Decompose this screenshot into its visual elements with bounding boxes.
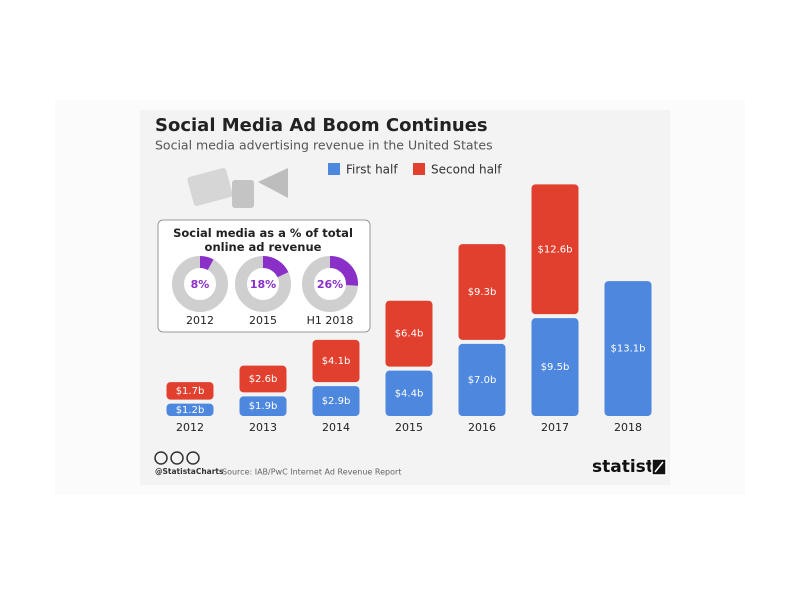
value-label: $2.9b xyxy=(322,396,351,407)
bar xyxy=(531,318,579,416)
bar xyxy=(239,365,287,393)
legend-label: First half xyxy=(346,163,398,177)
value-label: $6.4b xyxy=(395,329,424,340)
value-label: $2.6b xyxy=(249,374,278,385)
legend-label: Second half xyxy=(431,163,502,177)
donut-label: 18% xyxy=(250,278,276,291)
inset-title: Social media as a % of total online ad r… xyxy=(173,226,353,254)
legend-swatch xyxy=(328,163,340,175)
value-label: $9.5b xyxy=(541,362,570,373)
donut-category: 2015 xyxy=(249,314,277,327)
donut-label: 26% xyxy=(317,278,343,291)
x-tick-label: 2013 xyxy=(249,421,277,434)
x-tick-label: 2016 xyxy=(468,421,496,434)
value-label: $13.1b xyxy=(611,344,646,355)
bar xyxy=(385,300,433,367)
value-label: $12.6b xyxy=(538,244,573,255)
source: Source: IAB/PwC Internet Ad Revenue Repo… xyxy=(222,468,401,477)
bar xyxy=(312,339,360,383)
x-tick-label: 2018 xyxy=(614,421,642,434)
bar xyxy=(385,370,433,416)
value-label: $1.2b xyxy=(176,405,205,416)
legend-swatch xyxy=(413,163,425,175)
donut-arc xyxy=(302,256,358,312)
x-tick-label: 2017 xyxy=(541,421,569,434)
value-label: $1.7b xyxy=(176,386,205,397)
donut-arc xyxy=(235,256,291,312)
icon xyxy=(187,168,288,208)
value-label: $1.9b xyxy=(249,401,278,412)
credit: @StatistaCharts xyxy=(155,467,224,476)
donut-category: H1 2018 xyxy=(307,314,354,327)
footer: @StatistaCharts Source: IAB/PwC Internet… xyxy=(154,451,667,477)
donut-label: 8% xyxy=(191,278,210,291)
bar xyxy=(312,386,360,416)
donut-arc xyxy=(172,256,228,312)
bar xyxy=(531,184,579,315)
value-label: $4.4b xyxy=(395,388,424,399)
bar xyxy=(166,403,214,416)
value-label: $9.3b xyxy=(468,287,497,298)
logo: statista xyxy=(592,457,665,477)
chart-subtitle: Social media advertising revenue in the … xyxy=(155,138,493,153)
donut-category: 2012 xyxy=(186,314,214,327)
bar xyxy=(604,281,652,416)
bar xyxy=(458,343,506,416)
x-tick-label: 2012 xyxy=(176,421,204,434)
x-tick-label: 2014 xyxy=(322,421,350,434)
x-tick-label: 2015 xyxy=(395,421,423,434)
chart-title: Social Media Ad Boom Continues xyxy=(155,115,488,136)
value-label: $4.1b xyxy=(322,356,351,367)
bar xyxy=(166,382,214,400)
bar xyxy=(458,244,506,340)
bar xyxy=(239,396,287,416)
value-label: $7.0b xyxy=(468,375,497,386)
